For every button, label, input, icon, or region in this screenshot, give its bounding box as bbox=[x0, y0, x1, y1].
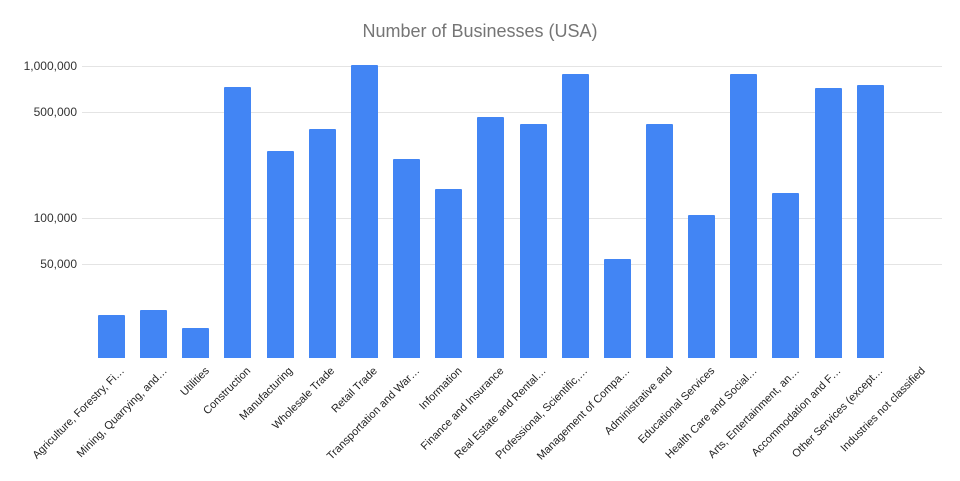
x-axis-tick-label: Educational Services bbox=[636, 365, 718, 447]
bar-construction[interactable] bbox=[224, 87, 251, 358]
x-axis-tick-label: Transportation and War… bbox=[325, 365, 423, 463]
bar-utilities[interactable] bbox=[182, 328, 209, 358]
bar-administrative-and[interactable] bbox=[646, 124, 673, 358]
bar-wholesale-trade[interactable] bbox=[309, 129, 336, 358]
y-gridline bbox=[82, 112, 942, 113]
x-axis-tick-label: Industries not classified bbox=[838, 365, 928, 455]
y-gridline bbox=[82, 264, 942, 265]
bar-health-care-and-social[interactable] bbox=[730, 74, 757, 358]
x-axis-tick-label: Mining, Quarrying, and… bbox=[74, 365, 170, 460]
bar-transportation-and-war[interactable] bbox=[393, 159, 420, 358]
bar-management-of-compa[interactable] bbox=[604, 259, 631, 358]
bar-mining-quarrying-and[interactable] bbox=[140, 310, 167, 358]
y-gridline bbox=[82, 66, 942, 67]
chart-title: Number of Businesses (USA) bbox=[362, 21, 598, 41]
bar-accommodation-and-f[interactable] bbox=[815, 88, 842, 358]
y-axis-tick-label: 1,000,000 bbox=[23, 59, 77, 73]
bar-finance-and-insurance[interactable] bbox=[477, 117, 504, 358]
y-axis-tick-label: 500,000 bbox=[33, 105, 77, 119]
y-axis-tick-label: 50,000 bbox=[40, 257, 77, 271]
bar-agriculture-forestry-fi[interactable] bbox=[98, 315, 125, 358]
bar-arts-entertainment-an[interactable] bbox=[772, 193, 799, 358]
bar-retail-trade[interactable] bbox=[351, 65, 378, 358]
x-axis-tick-label: Utilities bbox=[177, 365, 212, 399]
bar-educational-services[interactable] bbox=[688, 215, 715, 358]
y-gridline bbox=[82, 218, 942, 219]
bar-professional-scientific[interactable] bbox=[562, 74, 589, 358]
y-axis-tick-label: 100,000 bbox=[33, 211, 77, 225]
bar-manufacturing[interactable] bbox=[267, 151, 294, 358]
bar-other-services-except[interactable] bbox=[857, 85, 884, 358]
bar-information[interactable] bbox=[435, 189, 462, 358]
bar-real-estate-and-rental[interactable] bbox=[520, 124, 547, 358]
x-axis-tick-label: Finance and Insurance bbox=[418, 365, 507, 453]
